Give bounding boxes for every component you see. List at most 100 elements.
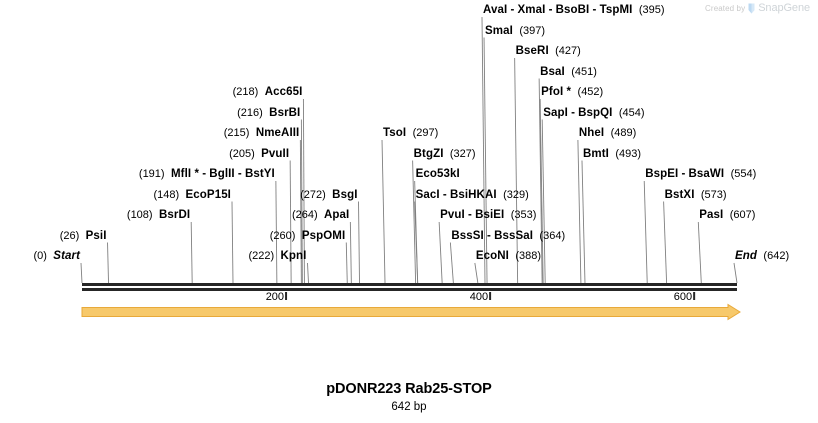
enzyme-label-ecop15i[interactable]: (148) EcoP15I (153, 189, 231, 201)
enzyme-label-pvui[interactable]: PvuI - BsiEI (353) (440, 209, 536, 221)
enzyme-label-pvuii[interactable]: (205) PvuII (229, 148, 289, 160)
leader-line (412, 160, 417, 284)
enzyme-name: PvuI (440, 209, 465, 221)
enzyme-name: PfoI * (541, 86, 572, 98)
enzyme-name: EcoP15I (185, 188, 231, 201)
leader-line (190, 221, 193, 284)
enzyme-position: (395) (638, 4, 665, 16)
enzyme-label-end[interactable]: End (642) (735, 250, 789, 262)
enzyme-label-pfoi[interactable]: PfoI * (452) (541, 86, 603, 98)
enzyme-label-econi[interactable]: EcoNI (388) (476, 250, 541, 262)
enzyme-name-separator: - (199, 168, 210, 180)
enzyme-name: SmaI (485, 24, 513, 37)
enzyme-label-nhei[interactable]: NheI (489) (579, 127, 636, 139)
leader-line (474, 262, 479, 284)
enzyme-label-bmti[interactable]: BmtI (493) (583, 148, 641, 160)
enzyme-label-bsrdi[interactable]: (108) BsrDI (127, 209, 190, 221)
enzyme-label-apai[interactable]: (264) ApaI (292, 209, 349, 221)
enzyme-name: ApaI (324, 209, 350, 221)
enzyme-label-bstxi[interactable]: BstXI (573) (665, 189, 727, 201)
plasmid-title: pDONR223 Rab25-STOP (326, 381, 492, 397)
enzyme-name-separator: - (483, 229, 495, 242)
enzyme-label-bseri[interactable]: BseRI (427) (516, 45, 581, 57)
enzyme-label-saci[interactable]: SacI - BsiHKAI (329) (416, 189, 529, 201)
enzyme-name: BspEI (645, 168, 679, 180)
enzyme-position: (452) (577, 86, 604, 98)
enzyme-name-separator: - (589, 4, 600, 16)
leader-line (80, 262, 83, 284)
enzyme-label-bsgi[interactable]: (272) BsgI (300, 189, 357, 201)
enzyme-position: (216) (237, 106, 263, 119)
snapgene-logo-icon (748, 3, 755, 14)
leader-line (231, 201, 234, 284)
watermark-created-by-label: Created by (705, 3, 746, 13)
enzyme-names: SapI - BspQI (543, 107, 612, 119)
enzyme-names: PvuI - BsiEI (440, 209, 504, 221)
ruler-ticks (285, 292, 696, 300)
feature-arrow-shape[interactable] (81, 303, 741, 321)
enzyme-position: (215) (223, 127, 250, 139)
enzyme-name: BstXI (664, 188, 695, 201)
enzyme-name: BsaI (540, 65, 565, 78)
enzyme-name: BssSaI (494, 229, 534, 242)
leader-line (275, 180, 278, 284)
enzyme-name: AvaI (482, 4, 508, 16)
enzyme-name: TsoI (383, 127, 407, 139)
enzyme-label-nmeaiii[interactable]: (215) NmeAIII (224, 127, 300, 139)
enzyme-name-separator: - (507, 4, 518, 16)
enzyme-names: PspOMI (302, 230, 345, 242)
enzyme-names: EcoP15I (186, 189, 231, 201)
enzyme-label-sapi[interactable]: SapI - BspQI (454) (543, 107, 644, 119)
leader-line (541, 119, 546, 284)
plasmid-size-label: 642 bp (391, 401, 427, 413)
enzyme-label-eco53ki[interactable]: Eco53kI (416, 168, 460, 180)
enzyme-name-separator: - (567, 106, 579, 119)
enzyme-label-acc65i[interactable]: (218) Acc65I (233, 86, 303, 98)
enzyme-names: BsgI (332, 189, 357, 201)
enzyme-name: BsaWI (688, 168, 725, 180)
enzyme-names: PasI (699, 209, 723, 221)
enzyme-label-pasi[interactable]: PasI (607) (699, 209, 755, 221)
leader-line (300, 119, 303, 284)
enzyme-name: NmeAIII (255, 127, 300, 139)
enzyme-label-bsrbi[interactable]: (216) BsrBI (237, 107, 300, 119)
enzyme-label-mfli[interactable]: (191) MflI * - BglII - BstYI (139, 168, 275, 180)
enzyme-label-btgzi[interactable]: BtgZI (327) (414, 148, 476, 160)
enzyme-names: SmaI (485, 25, 513, 37)
enzyme-name: BssSI (451, 229, 484, 242)
enzyme-label-bsssi[interactable]: BssSI - BssSaI (364) (451, 230, 565, 242)
enzyme-position: (353) (510, 209, 537, 221)
title-block: pDONR223 Rab25-STOP 642 bp (0, 381, 818, 413)
enzyme-position: (108) (126, 209, 153, 221)
enzyme-label-bsai[interactable]: BsaI (451) (540, 66, 597, 78)
enzyme-names: NheI (579, 127, 604, 139)
enzyme-name: BstYI (244, 168, 275, 180)
enzyme-position: (554) (730, 168, 757, 180)
enzyme-label-smai[interactable]: SmaI (397) (485, 25, 545, 37)
enzyme-label-bspei[interactable]: BspEI - BsaWI (554) (645, 168, 756, 180)
enzyme-names: BsrDI (159, 209, 190, 221)
feature-arrow-cds[interactable] (81, 303, 741, 321)
enzyme-label-start[interactable]: (0) Start (33, 250, 80, 262)
enzyme-position: (642) (763, 250, 790, 262)
enzyme-label-psii[interactable]: (26) PsiI (60, 230, 107, 242)
enzyme-label-pspomi[interactable]: (260) PspOMI (270, 230, 346, 242)
enzyme-position: (297) (412, 127, 439, 139)
enzyme-position: (26) (59, 229, 80, 242)
enzyme-names: BssSI - BssSaI (451, 230, 533, 242)
enzyme-name-separator: - (678, 168, 689, 180)
enzyme-names: BtgZI (414, 148, 444, 160)
enzyme-label-avai[interactable]: AvaI - XmaI - BsoBI - TspMI (395) (483, 4, 665, 16)
enzyme-names: TsoI (383, 127, 406, 139)
enzyme-name: BspQI (578, 106, 613, 119)
leader-line (581, 160, 586, 284)
ruler-tick-label-200: 200 (265, 291, 285, 303)
leader-line (358, 201, 360, 284)
enzyme-label-tsoi[interactable]: TsoI (297) (383, 127, 438, 139)
enzyme-names: SacI - BsiHKAI (416, 189, 497, 201)
enzyme-label-kpni[interactable]: (222) KpnI (248, 250, 306, 262)
enzyme-position: (489) (610, 127, 637, 139)
enzyme-name: KpnI (280, 250, 307, 262)
